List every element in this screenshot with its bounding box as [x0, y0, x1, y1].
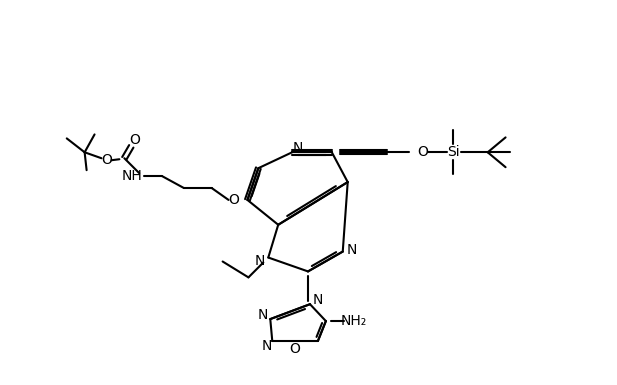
Text: O: O	[289, 342, 300, 356]
Text: N: N	[313, 293, 323, 307]
Text: O: O	[228, 193, 239, 207]
Text: N: N	[257, 308, 268, 322]
Text: N: N	[347, 243, 357, 256]
Text: N: N	[293, 141, 304, 155]
Text: O: O	[129, 133, 139, 147]
Text: O: O	[101, 153, 112, 167]
Text: NH: NH	[122, 169, 142, 183]
Text: N: N	[254, 253, 265, 268]
Text: NH₂: NH₂	[341, 314, 366, 328]
Text: O: O	[418, 145, 429, 159]
Text: Si: Si	[447, 145, 459, 159]
Text: N: N	[262, 339, 273, 353]
